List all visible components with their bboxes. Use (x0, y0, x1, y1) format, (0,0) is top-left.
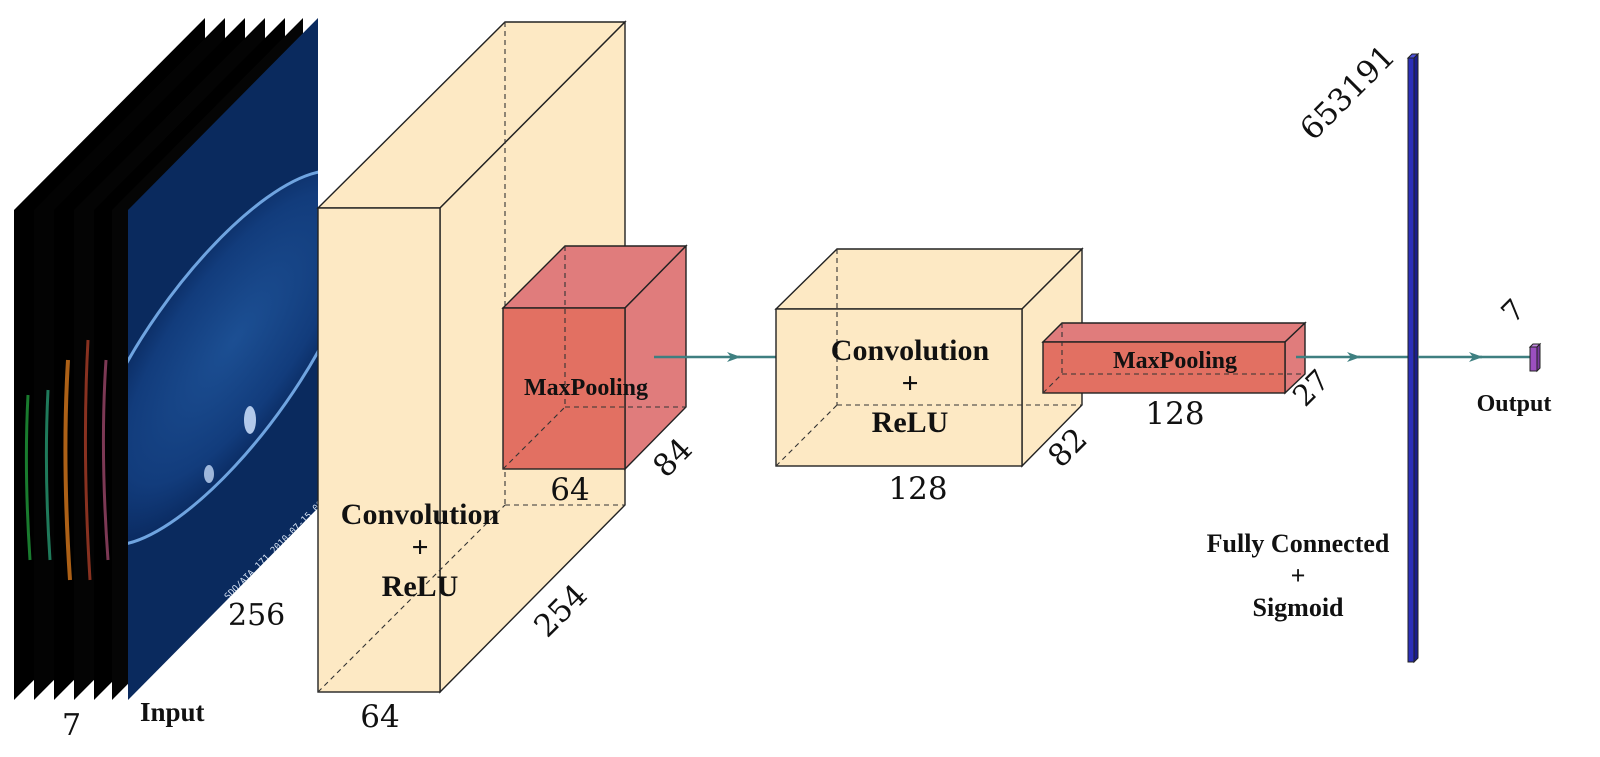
fc-layer-edge (1413, 52, 1419, 664)
pool2-front-face (1042, 341, 1286, 394)
sun-disk (128, 169, 318, 547)
conv1-label-line1: Convolution (341, 498, 500, 531)
input-width-dim: 256 (228, 598, 285, 633)
fc-layer-face (1407, 57, 1415, 663)
pool2-block: MaxPooling 128 27 (1041, 321, 1336, 432)
input-channel-limb-red (83, 339, 92, 581)
output-node-face (1529, 346, 1538, 372)
conv2-front-face (775, 308, 1023, 467)
pool1-label: MaxPooling (524, 375, 648, 401)
conv1-label-line2: + (411, 531, 428, 564)
input-stack: SDO/AIA 171 2010-07-15 00:00:00 256 7 In… (14, 18, 318, 743)
fc-label-line2: + (1291, 561, 1306, 590)
output-size-dim: 7 (1494, 292, 1531, 329)
conv2-block: Convolution + ReLU 128 82 (774, 247, 1095, 507)
input-label: Input (140, 697, 205, 727)
output-node: 7 Output (1477, 292, 1552, 417)
conv1-front-face (317, 207, 441, 693)
input-channel-limb-green (24, 394, 32, 561)
pool2-label: MaxPooling (1113, 348, 1237, 374)
output-label: Output (1477, 391, 1552, 417)
conv1-width-dim: 64 (360, 699, 399, 735)
conv2-label-line2: + (901, 367, 918, 400)
pool2-top-face (1041, 322, 1307, 343)
active-region (244, 406, 256, 434)
pool1-width-dim: 64 (550, 472, 589, 508)
active-region (204, 465, 214, 483)
input-channel-limb-pink (101, 359, 110, 561)
fc-label-line3: Sigmoid (1252, 593, 1344, 622)
conv2-label-line1: Convolution (831, 334, 990, 367)
pool1-block: MaxPooling 64 84 (501, 244, 700, 508)
pool2-width-dim: 128 (1145, 396, 1204, 432)
pool1-front-face (502, 307, 626, 470)
fc-label-line1: Fully Connected (1207, 529, 1390, 558)
conv2-width-dim: 128 (888, 471, 947, 507)
input-channels-dim: 7 (62, 708, 81, 743)
fc-size-dim: 653191 (1293, 38, 1402, 147)
conv2-label-line3: ReLU (872, 406, 949, 439)
input-channel-limb-teal (44, 389, 52, 561)
conv1-label-line3: ReLU (382, 570, 459, 603)
input-channel-limb-orange (63, 359, 72, 581)
